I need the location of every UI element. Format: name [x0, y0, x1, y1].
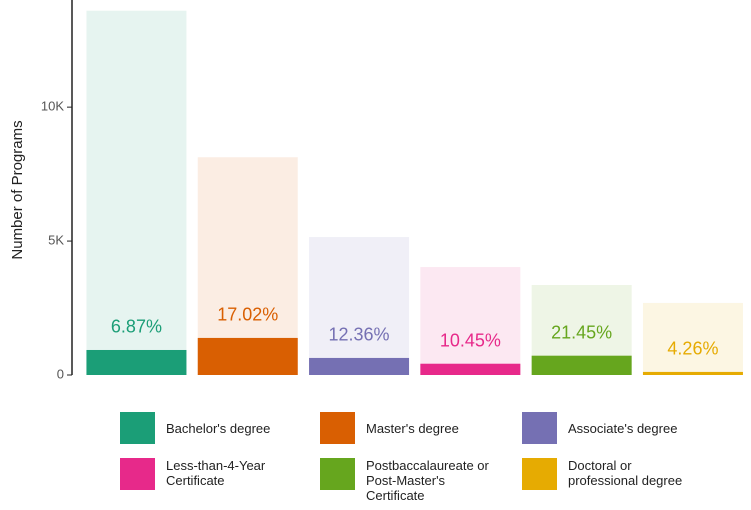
plot: Number of Programs 0 5K 10K 6.87% 17.02% 12.3…	[9, 0, 743, 381]
bar-total	[420, 267, 521, 375]
legend-swatch	[522, 458, 557, 490]
legend-swatch	[120, 458, 155, 490]
data-label: 6.87%	[111, 317, 162, 337]
legend-swatch	[120, 412, 155, 444]
legend-swatch	[522, 412, 557, 444]
legend-swatch	[320, 458, 355, 490]
legend-item: Less-than-4-Year Certificate	[120, 458, 301, 490]
bar-highlight	[420, 363, 521, 375]
legend-item: Postbaccalaureate or Post-Master's Certi…	[320, 458, 501, 503]
legend-swatch	[320, 412, 355, 444]
legend-item: Associate's degree	[522, 412, 703, 444]
legend-label: Postbaccalaureate or Post-Master's Certi…	[366, 458, 489, 503]
data-label: 17.02%	[217, 305, 278, 325]
y-tick-label: 0	[57, 366, 64, 381]
legend: Bachelor's degree Master's degree Associat…	[120, 412, 740, 508]
legend-label: Less-than-4-Year Certificate	[166, 458, 266, 488]
data-label: 4.26%	[667, 339, 718, 359]
bar-total	[642, 302, 743, 375]
data-label: 10.45%	[440, 330, 501, 350]
bar-highlight	[531, 355, 632, 375]
data-label: 12.36%	[329, 325, 390, 345]
legend-label: Associate's degree	[568, 421, 678, 436]
legend-item: Doctoral or professional degree	[522, 458, 703, 490]
legend-item: Master's degree	[320, 412, 501, 444]
bar-highlight	[642, 371, 743, 375]
legend-label: Doctoral or professional degree	[568, 458, 683, 488]
bar-highlight	[197, 337, 298, 375]
legend-item: Bachelor's degree	[120, 412, 301, 444]
bar-highlight	[309, 357, 410, 375]
y-tick-label: 5K	[48, 233, 64, 248]
bar-total	[309, 237, 410, 375]
bar-highlight	[86, 349, 187, 375]
y-axis-label: Number of Programs	[9, 120, 26, 259]
data-label: 21.45%	[551, 322, 612, 342]
y-tick-label: 10K	[41, 99, 64, 114]
legend-label: Bachelor's degree	[166, 421, 271, 436]
legend-label: Master's degree	[366, 421, 459, 436]
bar-total	[86, 10, 187, 375]
